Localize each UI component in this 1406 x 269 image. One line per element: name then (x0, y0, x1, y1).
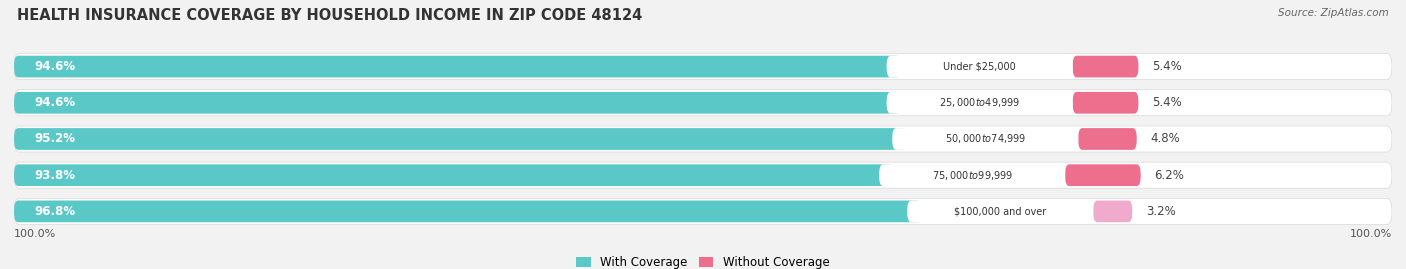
Text: 93.8%: 93.8% (35, 169, 76, 182)
FancyBboxPatch shape (879, 164, 1066, 186)
Text: 4.8%: 4.8% (1150, 132, 1180, 146)
FancyBboxPatch shape (14, 200, 921, 222)
Text: 95.2%: 95.2% (35, 132, 76, 146)
FancyBboxPatch shape (14, 128, 905, 150)
FancyBboxPatch shape (1066, 164, 1140, 186)
FancyBboxPatch shape (14, 54, 1392, 80)
FancyBboxPatch shape (14, 162, 1392, 188)
Text: $100,000 and over: $100,000 and over (955, 206, 1046, 216)
Text: HEALTH INSURANCE COVERAGE BY HOUSEHOLD INCOME IN ZIP CODE 48124: HEALTH INSURANCE COVERAGE BY HOUSEHOLD I… (17, 8, 643, 23)
FancyBboxPatch shape (887, 56, 1073, 77)
Text: 94.6%: 94.6% (35, 60, 76, 73)
FancyBboxPatch shape (14, 164, 893, 186)
FancyBboxPatch shape (1094, 200, 1132, 222)
Text: 100.0%: 100.0% (1350, 229, 1392, 239)
FancyBboxPatch shape (1073, 56, 1139, 77)
FancyBboxPatch shape (14, 56, 900, 77)
Text: 96.8%: 96.8% (35, 205, 76, 218)
FancyBboxPatch shape (893, 128, 1078, 150)
Text: 100.0%: 100.0% (14, 229, 56, 239)
Text: Source: ZipAtlas.com: Source: ZipAtlas.com (1278, 8, 1389, 18)
Text: $50,000 to $74,999: $50,000 to $74,999 (945, 132, 1026, 146)
Text: 6.2%: 6.2% (1154, 169, 1184, 182)
Text: $75,000 to $99,999: $75,000 to $99,999 (932, 169, 1012, 182)
FancyBboxPatch shape (14, 92, 900, 114)
Text: 94.6%: 94.6% (35, 96, 76, 109)
FancyBboxPatch shape (887, 92, 1073, 114)
FancyBboxPatch shape (1078, 128, 1136, 150)
FancyBboxPatch shape (14, 126, 1392, 152)
FancyBboxPatch shape (907, 200, 1094, 222)
FancyBboxPatch shape (1073, 92, 1139, 114)
Text: 5.4%: 5.4% (1152, 60, 1182, 73)
FancyBboxPatch shape (14, 90, 1392, 116)
Text: 5.4%: 5.4% (1152, 96, 1182, 109)
Text: 3.2%: 3.2% (1146, 205, 1175, 218)
Text: Under $25,000: Under $25,000 (943, 62, 1017, 72)
FancyBboxPatch shape (14, 198, 1392, 224)
Legend: With Coverage, Without Coverage: With Coverage, Without Coverage (572, 251, 834, 269)
Text: $25,000 to $49,999: $25,000 to $49,999 (939, 96, 1021, 109)
